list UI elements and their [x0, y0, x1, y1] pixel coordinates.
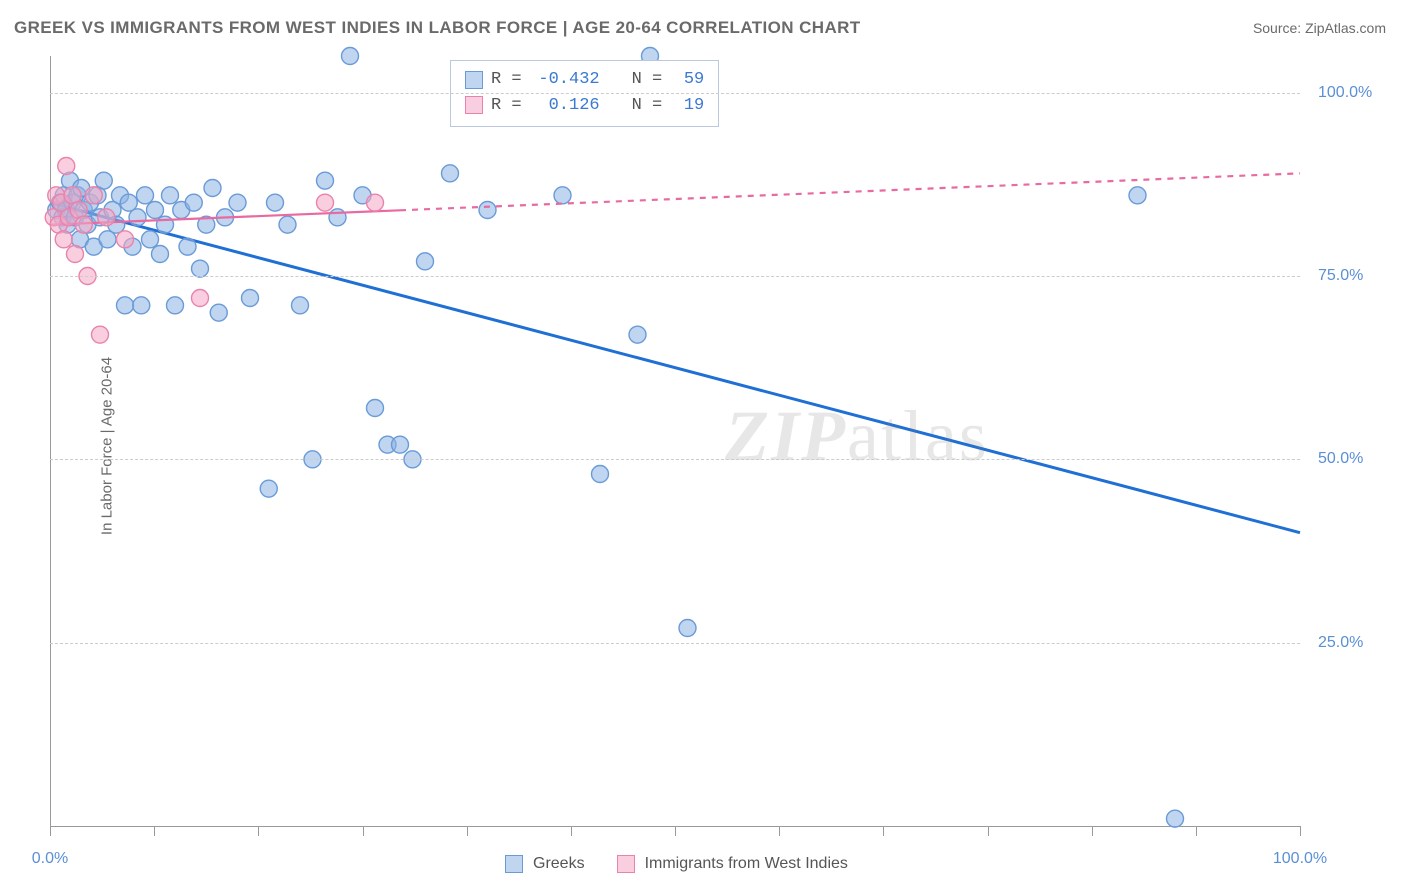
x-tick-mark: [1196, 826, 1197, 836]
x-tick-mark: [988, 826, 989, 836]
source-attribution: Source: ZipAtlas.com: [1253, 20, 1386, 36]
legend-swatch-icon: [505, 855, 523, 873]
x-tick-label: 100.0%: [1273, 850, 1327, 868]
legend-n-value: 19: [670, 93, 704, 119]
x-tick-mark: [258, 826, 259, 836]
legend-r-label: R =: [491, 67, 522, 93]
grid-line: [50, 276, 1300, 277]
x-tick-mark: [363, 826, 364, 836]
legend-r-label: R =: [491, 93, 522, 119]
x-tick-mark: [467, 826, 468, 836]
y-tick-label: 50.0%: [1318, 450, 1363, 468]
legend-swatch-icon: [465, 96, 483, 114]
x-tick-mark: [571, 826, 572, 836]
x-tick-mark: [675, 826, 676, 836]
legend-n-label: N =: [632, 93, 663, 119]
grid-line: [50, 93, 1300, 94]
legend-n-value: 59: [670, 67, 704, 93]
plot-area: [50, 56, 1301, 827]
x-tick-mark: [1300, 826, 1301, 836]
grid-line: [50, 643, 1300, 644]
chart-container: GREEK VS IMMIGRANTS FROM WEST INDIES IN …: [0, 0, 1406, 892]
legend-series-label: Greeks: [533, 855, 585, 873]
chart-title: GREEK VS IMMIGRANTS FROM WEST INDIES IN …: [14, 18, 861, 38]
y-tick-label: 25.0%: [1318, 634, 1363, 652]
legend-swatch-icon: [465, 71, 483, 89]
legend-row: R = -0.432 N = 59: [465, 67, 704, 93]
source-value: ZipAtlas.com: [1305, 20, 1386, 36]
x-tick-mark: [883, 826, 884, 836]
y-tick-label: 75.0%: [1318, 267, 1363, 285]
legend-series-label: Immigrants from West Indies: [645, 855, 848, 873]
legend-swatch-icon: [617, 855, 635, 873]
x-tick-mark: [154, 826, 155, 836]
x-tick-label: 0.0%: [32, 850, 68, 868]
x-tick-mark: [50, 826, 51, 836]
series-legend: Greeks Immigrants from West Indies: [505, 855, 870, 873]
legend-r-value: 0.126: [530, 93, 600, 119]
source-label: Source:: [1253, 20, 1305, 36]
grid-line: [50, 459, 1300, 460]
legend-n-label: N =: [632, 67, 663, 93]
legend-row: R = 0.126 N = 19: [465, 93, 704, 119]
y-tick-label: 100.0%: [1318, 84, 1372, 102]
x-tick-mark: [1092, 826, 1093, 836]
x-tick-mark: [779, 826, 780, 836]
legend-r-value: -0.432: [530, 67, 600, 93]
